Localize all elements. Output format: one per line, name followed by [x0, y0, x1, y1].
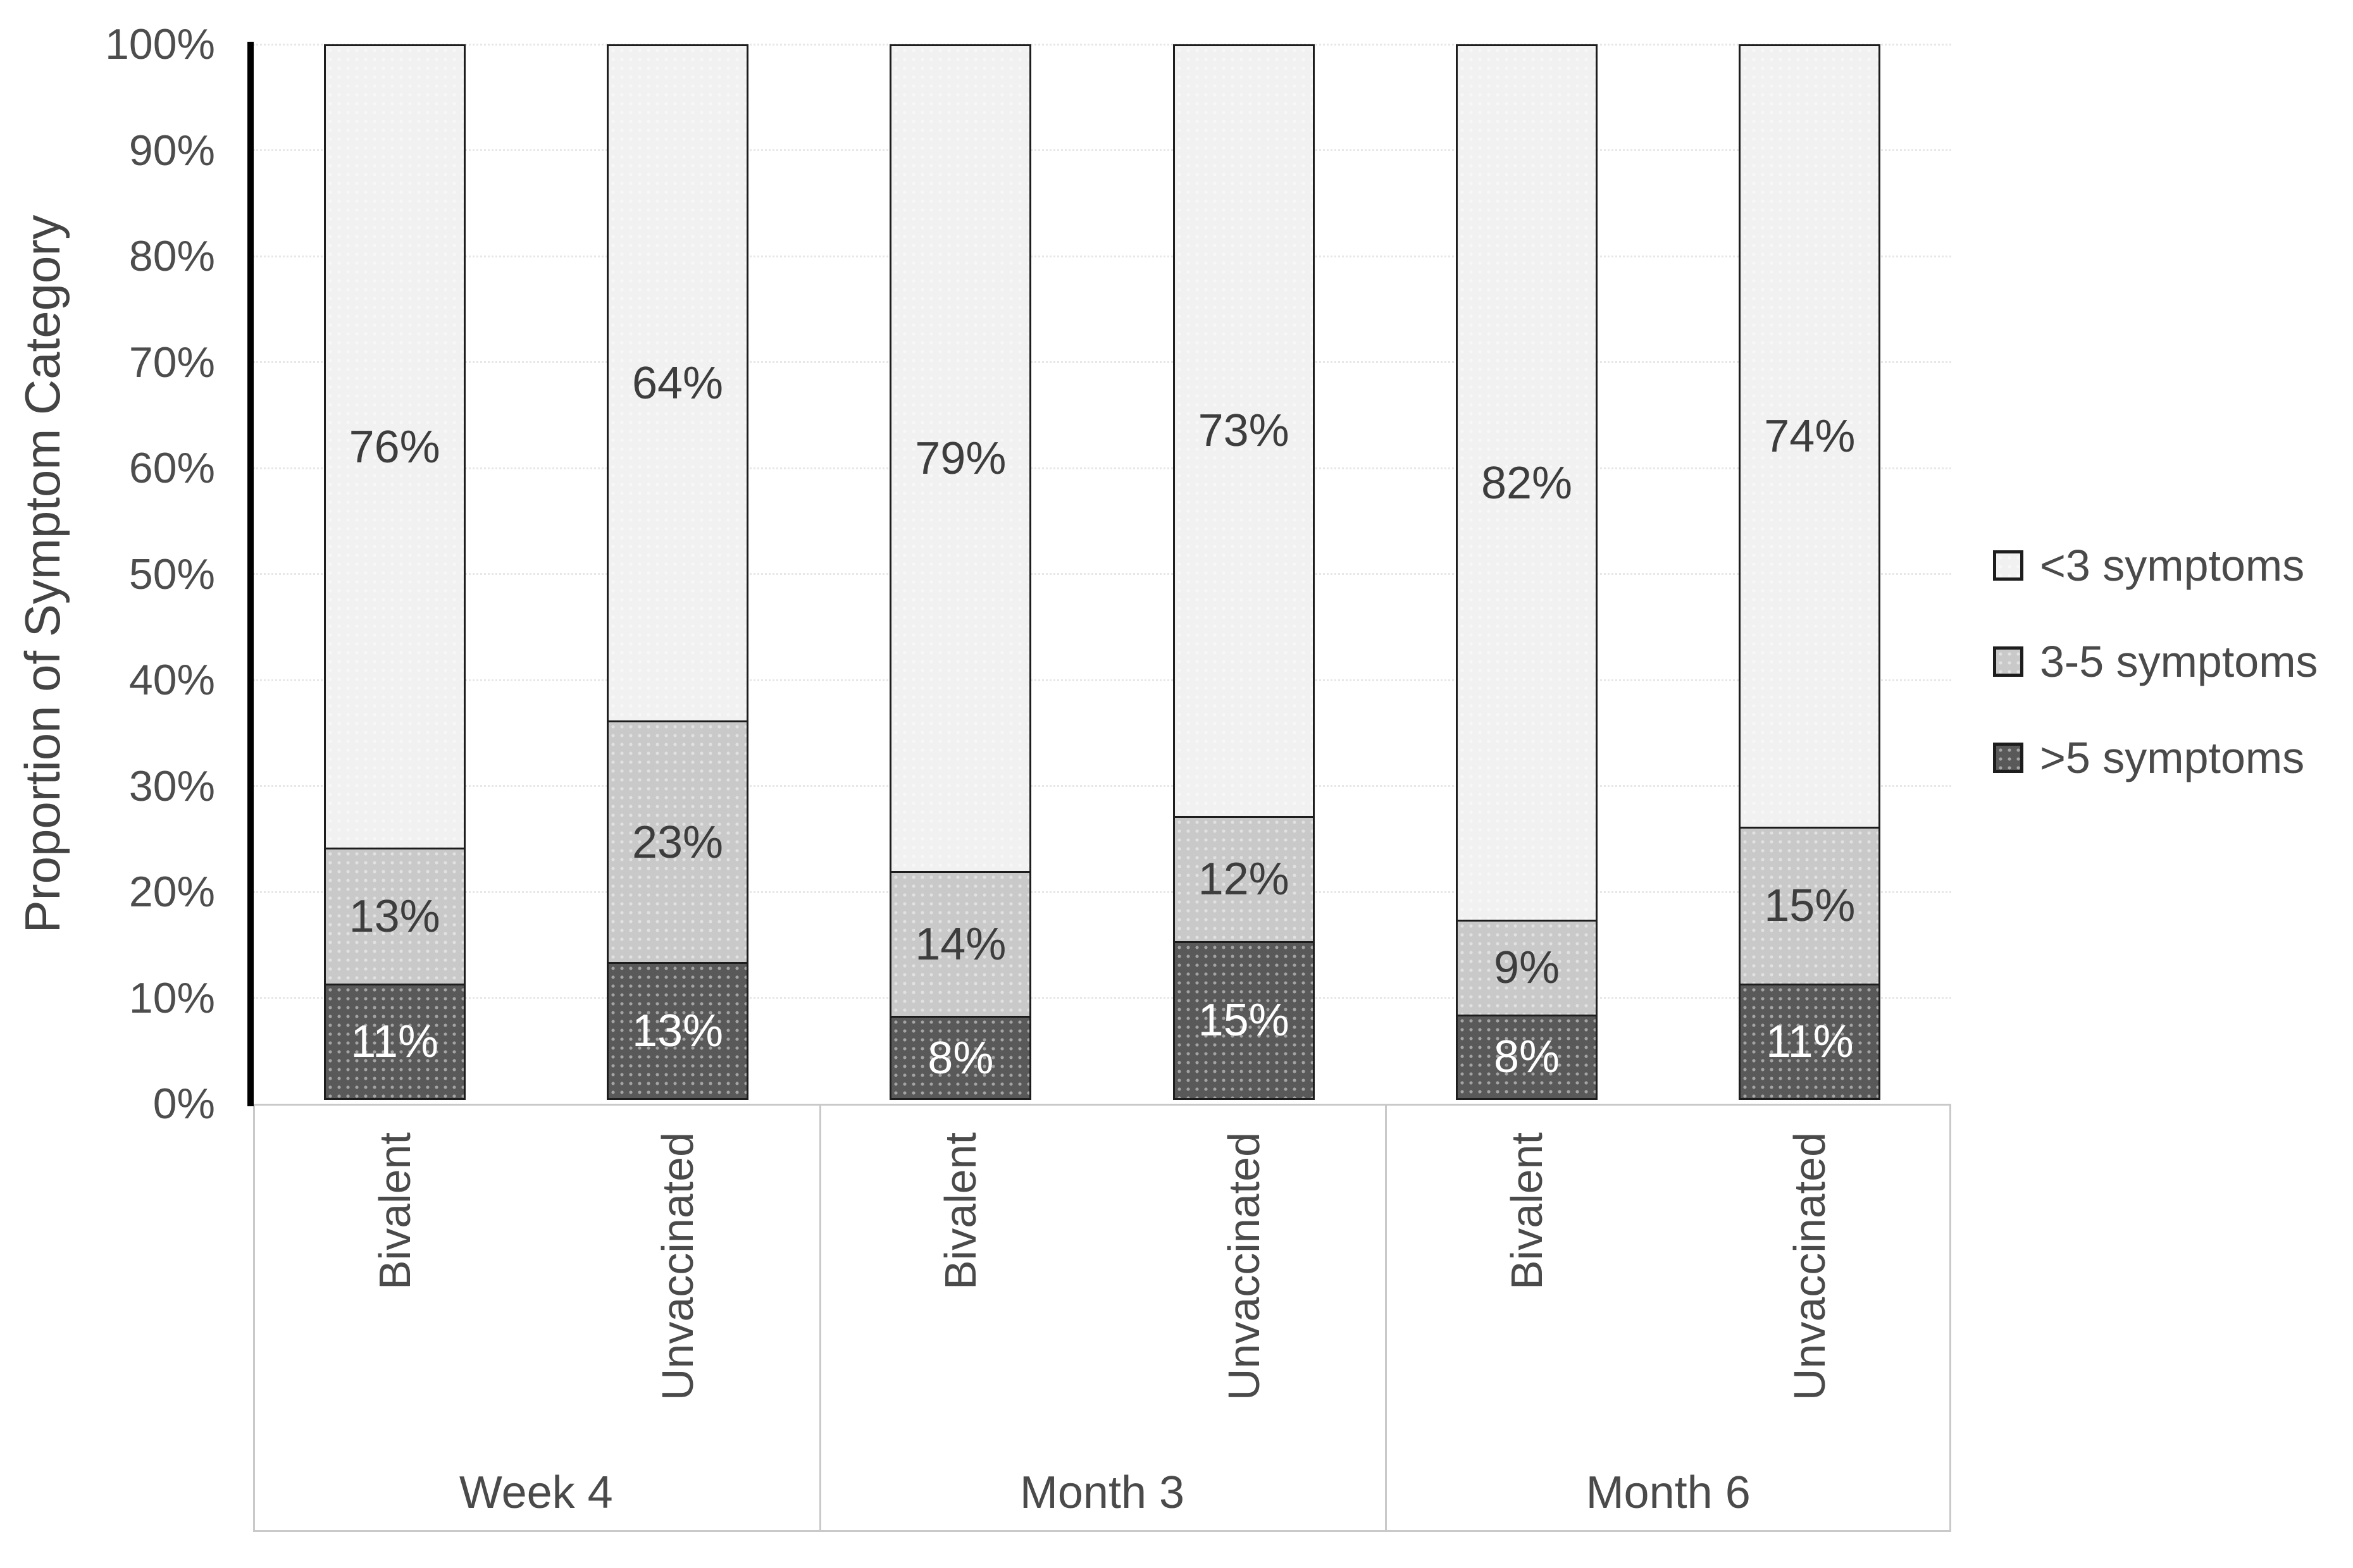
gridline	[253, 679, 1951, 681]
data-label: 11%	[351, 1016, 439, 1067]
data-label: 8%	[1493, 1032, 1560, 1083]
data-label: 15%	[1764, 880, 1856, 932]
data-label: 15%	[1198, 995, 1289, 1046]
plot-area: 76% 13% 11% 64% 23% 13% 79% 14% 8% 73% 12% 15% 82% 9%…	[253, 43, 1951, 1104]
category-label: Bivalent	[1502, 1132, 1551, 1290]
data-label: 14%	[915, 919, 1007, 970]
y-tick-label: 50%	[128, 550, 215, 598]
y-tick-label: 20%	[128, 868, 215, 916]
legend-swatch	[1993, 743, 2023, 773]
data-label: 8%	[928, 1032, 994, 1083]
category-label: Unvaccinated	[1219, 1132, 1269, 1401]
bar-segment: 73%	[1172, 44, 1315, 818]
bar-segment: 82%	[1456, 44, 1598, 922]
legend-label: <3 symptoms	[2040, 541, 2305, 590]
bar-month-3-unvaccinated: 73% 12% 15%	[1172, 44, 1315, 1104]
bar-month-6-bivalent: 82% 9% 8%	[1456, 44, 1598, 1104]
bar-segment: 15%	[1172, 941, 1315, 1100]
bar-month-3-bivalent: 79% 14% 8%	[890, 44, 1032, 1104]
y-tick-label: 60%	[128, 444, 215, 492]
y-tick-label: 0%	[152, 1080, 215, 1128]
bar-segment: 8%	[1456, 1014, 1598, 1100]
gridline	[253, 149, 1951, 151]
category-label: Unvaccinated	[1785, 1132, 1835, 1401]
bar-segment: 13%	[607, 962, 748, 1100]
bar-segment: 11%	[323, 983, 466, 1100]
data-label: 79%	[915, 433, 1007, 485]
bar-segment: 76%	[323, 44, 466, 849]
bar-week-4-unvaccinated: 64% 23% 13%	[607, 44, 748, 1104]
bar-segment: 11%	[1739, 983, 1881, 1100]
y-tick-label: 90%	[128, 126, 215, 175]
data-label: 13%	[349, 891, 440, 942]
group-divider	[1385, 1106, 1388, 1530]
gridline	[253, 467, 1951, 469]
x-axis-category-box	[253, 1104, 1951, 1532]
data-label: 64%	[631, 358, 724, 409]
gridline	[253, 361, 1951, 363]
data-label: 82%	[1481, 457, 1573, 509]
bar-segment: 9%	[1456, 920, 1598, 1016]
data-label: 9%	[1493, 942, 1560, 994]
legend-label: >5 symptoms	[2040, 733, 2305, 782]
gridline	[253, 997, 1951, 999]
data-label: 12%	[1198, 854, 1289, 905]
bar-segment: 15%	[1739, 826, 1881, 985]
bar-segment: 12%	[1172, 815, 1315, 943]
bar-segment: 23%	[607, 720, 748, 965]
y-tick-label: 70%	[128, 338, 215, 386]
bar-month-6-unvaccinated: 74% 15% 11%	[1739, 44, 1881, 1104]
legend-item: 3-5 symptoms	[1993, 633, 2318, 690]
bar-segment: 13%	[323, 848, 466, 985]
data-label: 11%	[1765, 1016, 1854, 1067]
data-label: 74%	[1764, 411, 1856, 462]
bar-segment: 14%	[890, 871, 1032, 1018]
bar-segment: 8%	[890, 1016, 1032, 1100]
group-label: Month 3	[1019, 1467, 1185, 1518]
bar-segment: 79%	[890, 44, 1032, 874]
data-label: 73%	[1198, 405, 1289, 457]
data-label: 13%	[631, 1006, 724, 1057]
gridline	[253, 891, 1951, 893]
legend-item: <3 symptoms	[1993, 537, 2304, 594]
data-label: 23%	[631, 817, 724, 868]
group-label: Month 6	[1586, 1467, 1751, 1518]
legend-swatch	[1993, 550, 2023, 581]
gridline	[253, 43, 1951, 46]
bar-segment: 74%	[1739, 44, 1881, 829]
bar-segment: 64%	[607, 44, 748, 722]
gridline	[253, 573, 1951, 575]
y-tick-label: 40%	[128, 656, 215, 704]
y-tick-label: 100%	[105, 20, 215, 68]
legend-item: >5 symptoms	[1993, 729, 2304, 786]
bar-week-4-bivalent: 76% 13% 11%	[323, 44, 466, 1104]
category-label: Bivalent	[936, 1132, 986, 1290]
legend-label: 3-5 symptoms	[2040, 637, 2318, 686]
group-divider	[819, 1106, 821, 1530]
legend-swatch	[1993, 646, 2023, 677]
data-label: 76%	[349, 421, 440, 472]
category-label: Unvaccinated	[653, 1132, 702, 1401]
y-axis-line	[247, 42, 254, 1106]
y-tick-label: 80%	[128, 232, 215, 280]
gridline	[253, 255, 1951, 257]
y-tick-label: 10%	[128, 973, 215, 1022]
group-label: Week 4	[459, 1467, 613, 1518]
y-tick-label: 30%	[128, 762, 215, 810]
category-label: Bivalent	[369, 1132, 419, 1290]
gridline	[253, 785, 1951, 787]
